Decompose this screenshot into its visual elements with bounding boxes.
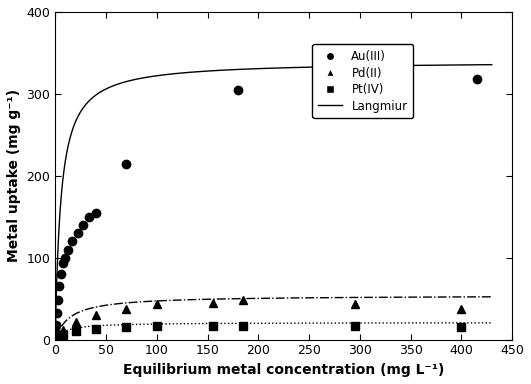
Y-axis label: Metal uptake (mg g⁻¹): Metal uptake (mg g⁻¹) <box>7 89 21 262</box>
Legend: Au(III), Pd(II), Pt(IV), Langmiur: Au(III), Pd(II), Pt(IV), Langmiur <box>312 44 414 119</box>
X-axis label: Equilibrium metal concentration (mg L⁻¹): Equilibrium metal concentration (mg L⁻¹) <box>123 363 444 377</box>
